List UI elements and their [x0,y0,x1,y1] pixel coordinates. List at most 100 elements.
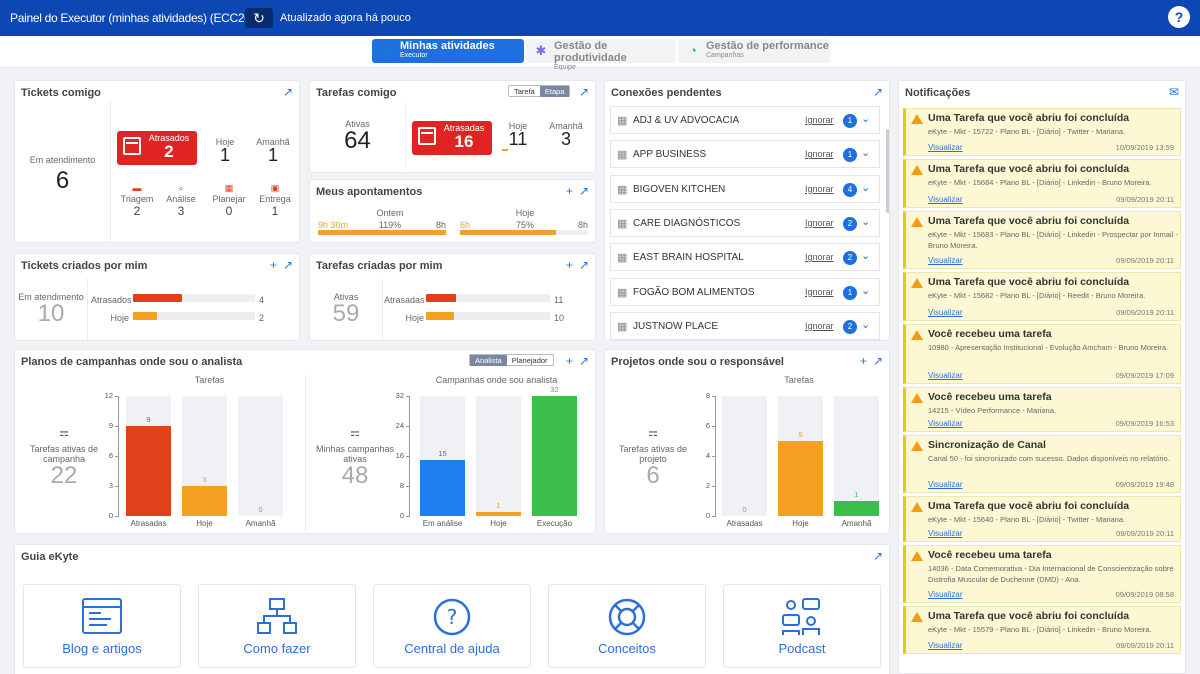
card-title: Planos de campanhas onde sou o analista [21,356,243,368]
chevron-down-icon[interactable]: ⌄ [861,181,871,194]
chevron-down-icon[interactable]: ⌄ [861,215,871,228]
y-tick-label: 24 [395,421,404,430]
notification-date: 09/09/2019 08:58 [1115,590,1174,599]
refresh-button[interactable]: ↻ [245,8,273,28]
guia-como-fazer-card[interactable]: Como fazer [198,584,356,668]
view-link[interactable]: Visualizar [928,641,963,650]
bar[interactable] [476,512,521,516]
view-link[interactable]: Visualizar [928,143,963,152]
expand-icon[interactable]: ↗ [872,354,883,368]
bar[interactable] [182,486,227,516]
connection-row[interactable]: ▦ EAST BRAIN HOSPITAL Ignorar 2 ⌄ [610,243,880,272]
expand-icon[interactable]: ↗ [282,85,293,99]
toggle-tarefa[interactable]: Tarefa [514,87,535,96]
tab-gestao-performance[interactable]: ◔ Gestão de performance Campanhas [678,39,830,63]
entrega-value[interactable]: 1 [271,204,279,218]
chevron-down-icon[interactable]: ⌄ [861,147,871,160]
notification-title: Uma Tarefa que você abriu foi concluída [928,500,1130,512]
add-icon[interactable]: + [565,258,573,272]
chevron-down-icon[interactable]: ⌄ [861,113,871,125]
toggle-analista[interactable]: Analista [470,355,507,366]
view-link[interactable]: Visualizar [928,480,963,489]
ignore-link[interactable]: Ignorar [805,183,834,194]
card-actions[interactable]: + ↗ [560,354,589,368]
help-icon[interactable]: ? [1168,6,1190,28]
expand-icon[interactable]: ↗ [578,354,589,368]
view-link[interactable]: Visualizar [928,529,963,538]
view-link[interactable]: Visualizar [928,590,963,599]
expand-icon[interactable]: ↗ [578,184,589,198]
ignore-link[interactable]: Ignorar [805,286,834,297]
chevron-down-icon[interactable]: ⌄ [861,284,871,297]
expand-icon[interactable]: ↗ [578,85,589,99]
connection-row[interactable]: ▦ BIGOVEN KITCHEN Ignorar 4 ⌄ [610,174,880,203]
connection-row[interactable]: ▦ ADJ & UV ADVOCACIA Ignorar 1 ⌄ [610,106,880,134]
ignore-link[interactable]: Ignorar [805,320,834,331]
card-actions[interactable]: + ↗ [560,258,589,272]
add-icon[interactable]: + [565,354,573,368]
toggle-planejador[interactable]: Planejador [511,356,548,365]
bar[interactable] [834,501,879,516]
chevron-down-icon[interactable]: ⌄ [861,318,871,331]
expand-icon[interactable]: ↗ [578,258,589,272]
add-icon[interactable]: + [269,258,277,272]
analista-planejador-toggle[interactable]: Analista Planejador [469,354,554,366]
kpi1-value[interactable]: 22 [50,462,78,489]
count-badge: 1 [843,148,857,163]
bar[interactable] [532,396,577,516]
connection-row[interactable]: ▦ CARE DIAGNÓSTICOS Ignorar 2 ⌄ [610,208,880,237]
view-link[interactable]: Visualizar [928,256,963,265]
analise-value[interactable]: 3 [177,204,185,218]
view-link[interactable]: Visualizar [928,308,963,317]
ignore-link[interactable]: Ignorar [805,115,834,125]
add-icon[interactable]: + [859,354,867,368]
tarefa-etapa-toggle[interactable]: Tarefa Etapa [508,85,571,97]
view-link[interactable]: Visualizar [928,371,963,380]
card-actions[interactable]: + ↗ [854,354,883,368]
kpi2-value[interactable]: 48 [341,462,369,489]
tab-minhas-atividades[interactable]: 👤 Minhas atividades Executor [372,39,524,63]
mail-icon[interactable]: ✉ [1168,85,1179,99]
bar[interactable] [126,426,171,516]
notification-date: 09/09/2019 17:09 [1115,371,1174,380]
add-icon[interactable]: + [565,184,573,198]
bar[interactable] [778,441,823,516]
card-actions[interactable]: + ↗ [264,258,293,272]
ativas-value[interactable]: 59 [332,300,360,327]
atrasados-badge[interactable]: Atrasados 2 [117,131,197,165]
bar[interactable] [420,459,465,516]
toggle-etapa[interactable]: Etapa [539,86,570,97]
view-link[interactable]: Visualizar [928,419,963,428]
kpi-value[interactable]: 6 [646,462,660,489]
amanha-value[interactable]: 1 [267,145,278,165]
connection-row[interactable]: ▦ APP BUSINESS Ignorar 1 ⌄ [610,140,880,169]
expand-icon[interactable]: ↗ [872,85,883,99]
atrasadas-badge[interactable]: Atrasadas 16 [412,121,492,155]
expand-icon[interactable]: ↗ [872,549,883,563]
ignore-link[interactable]: Ignorar [805,252,834,263]
user-icon: 👤 [378,43,396,58]
amanha-value[interactable]: 3 [560,129,571,149]
hoje-value[interactable]: 11 [508,129,528,149]
ignore-link[interactable]: Ignorar [805,149,834,160]
view-link[interactable]: Visualizar [928,195,963,204]
triagem-value[interactable]: 2 [133,204,141,218]
card-actions[interactable]: + ↗ [560,184,589,198]
chevron-down-icon[interactable]: ⌄ [861,250,871,263]
guia-conceitos-card[interactable]: Conceitos [548,584,706,668]
connection-row[interactable]: ▦ FOGÃO BOM ALIMENTOS Ignorar 1 ⌄ [610,277,880,306]
em-atendimento-value[interactable]: 6 [55,167,70,194]
ativas-value[interactable]: 64 [344,127,371,154]
guia-blog-card[interactable]: Blog e artigos [23,584,181,668]
em-atendimento-value[interactable]: 10 [37,300,65,327]
tab-gestao-produtividade[interactable]: ✱ Gestão de produtividade Equipe [526,39,676,71]
scrollbar[interactable] [886,129,889,213]
connection-row[interactable]: ▦ JUSTNOW PLACE Ignorar 2 ⌄ [610,311,880,340]
ignore-link[interactable]: Ignorar [805,217,834,228]
guia-podcast-card[interactable]: Podcast [723,584,881,668]
y-tick-label: 4 [705,451,710,460]
planejar-value[interactable]: 0 [225,204,233,218]
hoje-value[interactable]: 1 [219,145,230,165]
guia-central-ajuda-card[interactable]: ? Central de ajuda [373,584,531,668]
expand-icon[interactable]: ↗ [282,258,293,272]
